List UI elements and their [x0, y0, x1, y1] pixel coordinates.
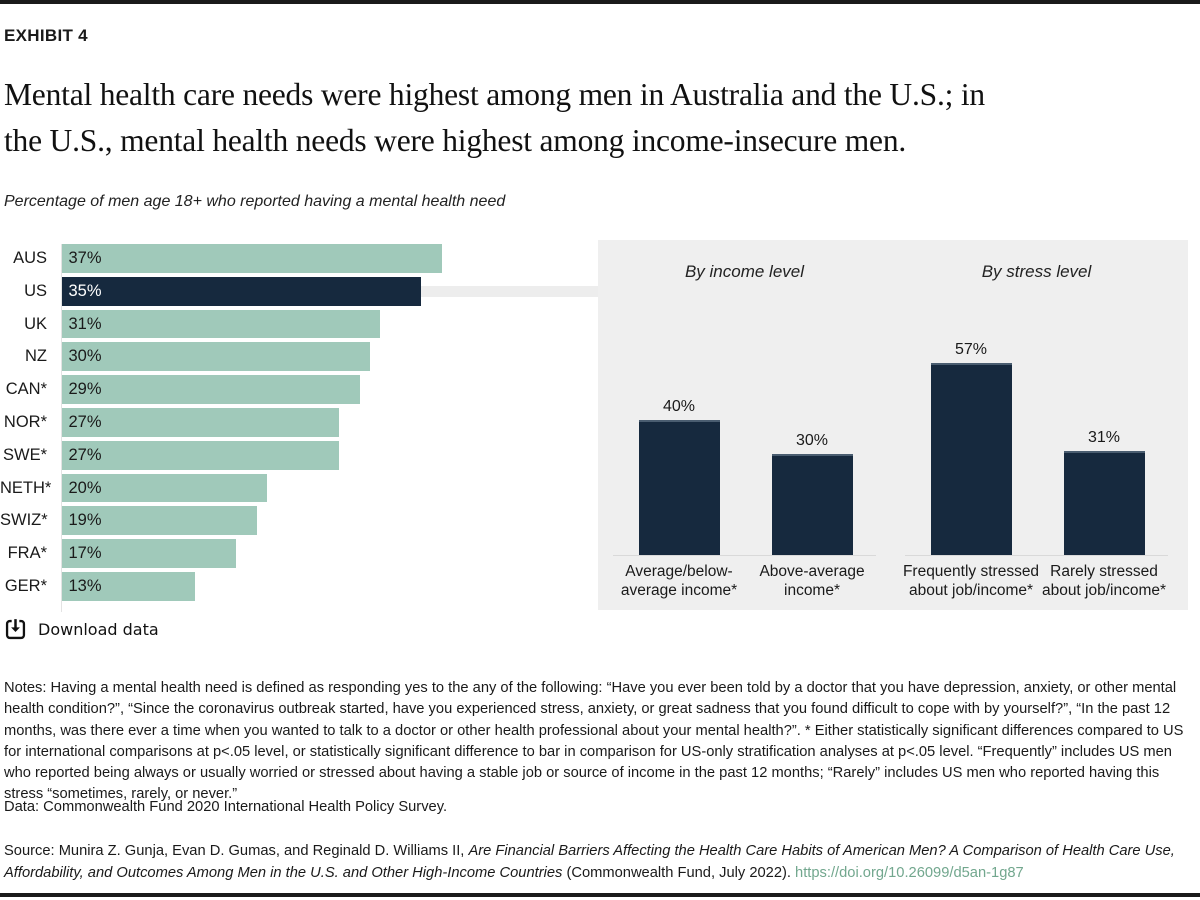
page-title-line2: the U.S., mental health needs were highe…	[4, 123, 907, 158]
country-label: SWE*	[2, 445, 47, 464]
data-source-line: Data: Commonwealth Fund 2020 Internation…	[4, 799, 448, 815]
page-title-line1: Mental health care needs were highest am…	[4, 77, 985, 112]
bottom-rule	[0, 893, 1200, 897]
country-value-label: 20%	[68, 478, 102, 497]
us-bar-connector-band	[420, 286, 600, 297]
country-bar[interactable]: 35%	[61, 276, 422, 306]
country-bar[interactable]: 19%	[61, 506, 257, 536]
mini-bar[interactable]	[638, 420, 720, 555]
mini-bar[interactable]	[1063, 450, 1145, 555]
doi-link[interactable]: https://doi.org/10.26099/d5an-1g87	[795, 865, 1024, 881]
country-label: GER*	[4, 577, 47, 595]
country-row-swe: SWE* 27%	[0, 440, 600, 470]
mini-bar-value-label: 30%	[795, 431, 829, 449]
mini-bar-category-label: Above-average income*	[759, 563, 865, 599]
country-bar[interactable]: 30%	[61, 342, 370, 372]
download-data-button[interactable]: Download data	[4, 618, 159, 641]
country-row-aus: AUS 37%	[0, 244, 600, 273]
country-row-can: CAN* 29%	[0, 375, 600, 404]
country-bar[interactable]: 29%	[61, 375, 360, 404]
country-value-label: 29%	[68, 380, 102, 399]
country-row-nor: NOR* 27%	[0, 408, 600, 437]
country-label: CAN*	[5, 380, 47, 399]
mini-bar[interactable]	[771, 453, 853, 555]
country-value-label: 27%	[68, 445, 102, 464]
country-value-label: 13%	[68, 577, 102, 595]
page-title: Mental health care needs were highest am…	[4, 72, 1164, 164]
source-citation: Source: Munira Z. Gunja, Evan D. Gumas, …	[4, 840, 1180, 884]
mini-chart-baseline	[905, 555, 1168, 556]
mini-bar-value-label: 40%	[662, 398, 696, 416]
country-label: US	[24, 281, 47, 300]
source-suffix: (Commonwealth Fund, July 2022).	[562, 865, 796, 881]
mini-bar[interactable]	[930, 362, 1012, 555]
country-row-us: US 35%	[0, 276, 600, 306]
country-value-label: 17%	[68, 544, 102, 563]
mini-bar-value-label: 31%	[1087, 428, 1121, 446]
top-rule	[0, 0, 1200, 4]
country-label: NETH*	[0, 478, 52, 497]
mini-bar-category-label: Frequently stressed about job/income*	[902, 563, 1040, 599]
download-label: Download data	[38, 620, 159, 639]
country-bar-chart: AUS 37% US 35% UK 31% NZ 30% CAN* 29% NOR* 27% SWE* 2…	[0, 244, 600, 612]
country-value-label: 27%	[68, 413, 102, 431]
country-value-label: 19%	[68, 511, 102, 530]
download-icon	[4, 618, 27, 641]
notes-text: Notes: Having a mental health need is de…	[4, 680, 1184, 803]
country-label: FRA*	[7, 544, 47, 563]
country-bar[interactable]: 17%	[61, 539, 237, 568]
us-stratification-panel: By income level 40% Average/below-average …	[598, 240, 1188, 610]
country-bar[interactable]: 13%	[61, 572, 196, 601]
country-bar[interactable]: 27%	[61, 440, 340, 470]
mini-bar-category-label: Rarely stressed about job/income*	[1041, 563, 1167, 599]
country-row-nz: NZ 30%	[0, 342, 600, 372]
country-bar[interactable]: 37%	[61, 244, 442, 273]
country-row-neth: NETH* 20%	[0, 473, 600, 503]
mini-bar-value-label: 57%	[954, 340, 988, 358]
country-row-ger: GER* 13%	[0, 572, 600, 601]
country-row-uk: UK 31%	[0, 309, 600, 339]
country-value-label: 37%	[68, 249, 102, 267]
mini-chart-title: By stress level	[981, 262, 1092, 281]
mini-chart-baseline	[613, 555, 876, 556]
source-prefix: Source: Munira Z. Gunja, Evan D. Gumas, …	[4, 843, 469, 859]
chart-subtitle: Percentage of men age 18+ who reported h…	[4, 193, 506, 210]
country-label: NZ	[25, 347, 47, 366]
country-label: UK	[24, 314, 47, 333]
mini-bar-category-label: Average/below-average income*	[620, 563, 738, 599]
country-bar[interactable]: 31%	[61, 309, 381, 339]
country-label: NOR*	[3, 413, 47, 431]
exhibit-label: EXHIBIT 4	[4, 26, 88, 45]
country-label: SWIZ*	[0, 511, 48, 530]
country-value-label: 35%	[68, 281, 102, 300]
country-row-swiz: SWIZ* 19%	[0, 506, 600, 536]
source-italic-title: Are Financial Barriers Affecting the Hea…	[4, 843, 1175, 881]
mini-chart-title: By income level	[684, 262, 805, 281]
country-label: AUS	[13, 249, 47, 267]
country-bar[interactable]: 20%	[61, 473, 268, 503]
country-bar[interactable]: 27%	[61, 408, 340, 437]
country-value-label: 30%	[68, 347, 102, 366]
country-value-label: 31%	[68, 314, 102, 333]
country-row-fra: FRA* 17%	[0, 539, 600, 568]
